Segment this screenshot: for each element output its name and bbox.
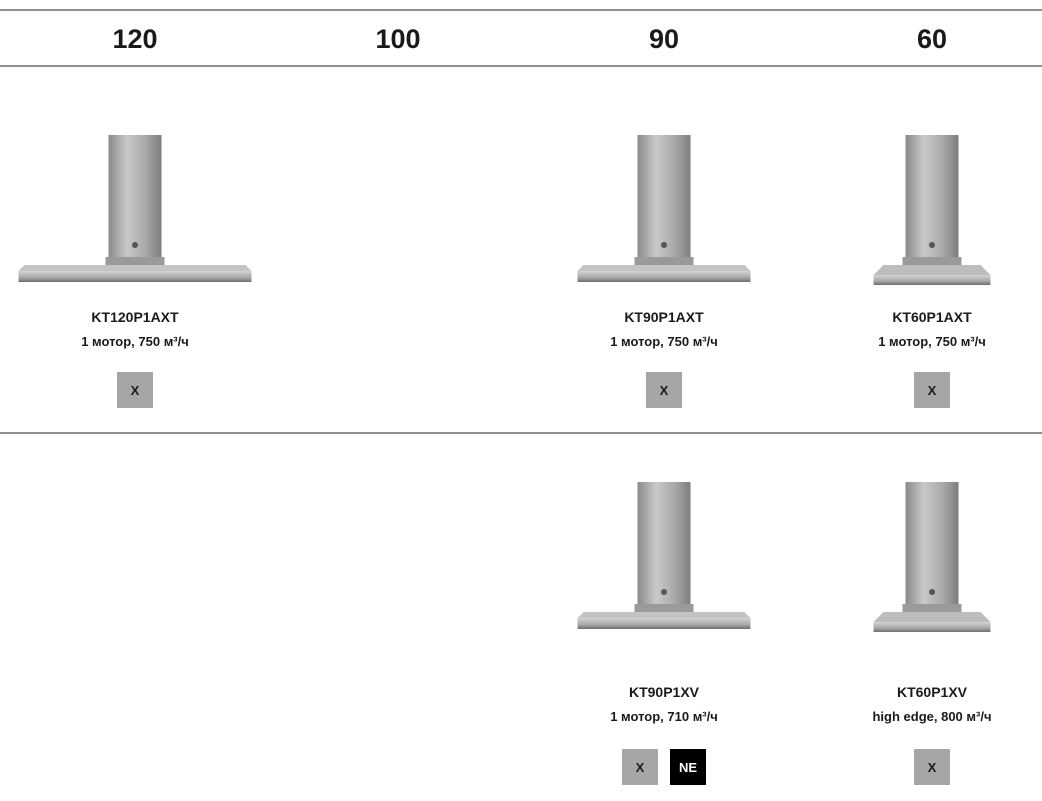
hood-collar: [105, 257, 165, 265]
hood-logo: [661, 242, 667, 248]
model-name: KT90P1XV: [629, 684, 700, 700]
model-spec: 1 мотор, 750 м³/ч: [81, 334, 189, 349]
hood-canopy-front: [873, 622, 991, 632]
hood-canopy: [873, 265, 991, 275]
hood-collar: [634, 604, 694, 612]
hood-canopy: [18, 265, 252, 271]
hood-image: [873, 482, 991, 632]
hood-image: [18, 135, 252, 282]
model-name: KT60P1XV: [897, 684, 968, 700]
hood-image: [577, 135, 751, 282]
hood-canopy-front: [577, 271, 751, 282]
badge: [914, 372, 950, 408]
hood-image: [873, 135, 991, 285]
badge-label: X: [636, 760, 645, 775]
hood-chimney: [905, 135, 959, 257]
hood-collar: [634, 257, 694, 265]
hood-chimney: [637, 135, 691, 257]
hood-image: [577, 482, 751, 629]
badge-label: X: [660, 383, 669, 398]
hood-canopy-front: [577, 618, 751, 629]
badge: [914, 749, 950, 785]
hood-canopy-front: [873, 275, 991, 285]
badge-label: NE: [679, 760, 697, 775]
badge: [622, 749, 658, 785]
column-header: 60: [917, 24, 947, 54]
model-name: KT120P1AXT: [91, 309, 179, 325]
hood-canopy: [577, 265, 751, 271]
model-name: KT60P1AXT: [892, 309, 972, 325]
model-spec: 1 мотор, 710 м³/ч: [610, 709, 718, 724]
hood-canopy-front: [18, 271, 252, 282]
model-spec: 1 мотор, 750 м³/ч: [610, 334, 718, 349]
hood-chimney: [637, 482, 691, 604]
badge-label: X: [928, 383, 937, 398]
model-spec: 1 мотор, 750 м³/ч: [878, 334, 986, 349]
hood-chimney: [108, 135, 162, 257]
badge-label: X: [928, 760, 937, 775]
model-spec: high edge, 800 м³/ч: [872, 709, 991, 724]
badge: [646, 372, 682, 408]
hood-logo: [132, 242, 138, 248]
hood-logo: [661, 589, 667, 595]
column-header: 100: [375, 24, 420, 54]
hood-logo: [929, 589, 935, 595]
hood-logo: [929, 242, 935, 248]
model-name: KT90P1AXT: [624, 309, 704, 325]
badge: [670, 749, 706, 785]
column-header: 120: [112, 24, 157, 54]
hood-collar: [902, 604, 962, 612]
hood-collar: [902, 257, 962, 265]
hood-chimney: [905, 482, 959, 604]
hood-canopy: [873, 612, 991, 622]
hood-canopy: [577, 612, 751, 618]
badge: [117, 372, 153, 408]
badge-label: X: [131, 383, 140, 398]
column-header: 90: [649, 24, 679, 54]
